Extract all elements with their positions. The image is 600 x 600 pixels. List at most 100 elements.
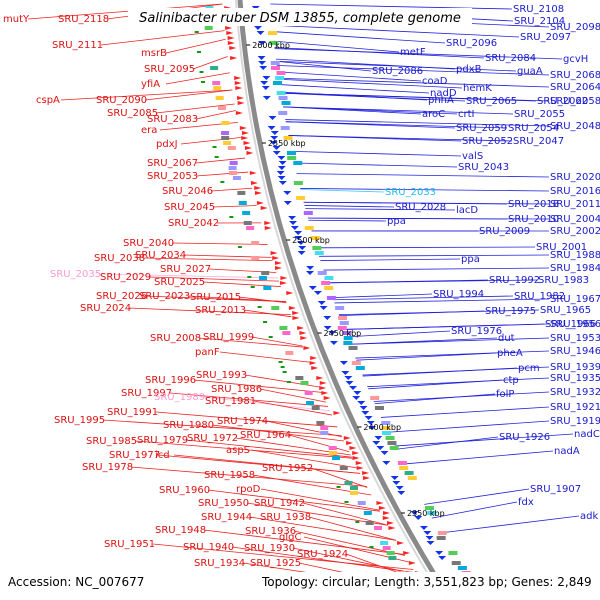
right-gene-label[interactable]: SRU_1907 xyxy=(530,484,581,495)
right-gene-label[interactable]: SRU_1919 xyxy=(550,416,600,427)
left-gene-label[interactable]: SRU_2085 xyxy=(107,108,158,119)
left-gene-label[interactable]: SRU_1936 xyxy=(245,526,296,537)
left-gene-label[interactable]: SRU_1958 xyxy=(204,470,255,481)
left-gene-label[interactable]: SRU_1960 xyxy=(159,485,210,496)
right-gene-label[interactable]: SRU_2097 xyxy=(520,32,571,43)
right-gene-label[interactable]: lacD xyxy=(456,205,478,216)
right-gene-label[interactable]: SRU_1984 xyxy=(550,263,600,274)
left-gene-label[interactable]: SRU_2008 xyxy=(150,333,201,344)
right-gene-label[interactable]: pheA xyxy=(497,348,523,359)
left-gene-label[interactable]: SRU_1977 xyxy=(109,450,160,461)
left-gene-label[interactable]: SRU_1999 xyxy=(203,332,254,343)
right-gene-label[interactable]: SRU_2009 xyxy=(479,226,530,237)
left-gene-label[interactable]: SRU_1951 xyxy=(104,539,155,550)
left-gene-label[interactable]: SRU_1996 xyxy=(145,375,196,386)
left-gene-label[interactable]: SRU_2038 xyxy=(94,253,145,264)
left-gene-label[interactable]: panF xyxy=(195,347,220,358)
left-gene-label[interactable]: pdxJ xyxy=(156,139,178,150)
right-gene-label[interactable]: SRU_2004 xyxy=(550,214,600,225)
left-gene-label[interactable]: SRU_1991 xyxy=(107,407,158,418)
left-gene-label[interactable]: SRU_1940 xyxy=(183,542,234,553)
right-gene-label[interactable]: SRU_2062 xyxy=(537,96,588,107)
right-gene-label[interactable]: SRU_1994 xyxy=(433,289,484,300)
left-gene-label[interactable]: SRU_1964 xyxy=(240,430,291,441)
left-gene-label[interactable]: SRU_2111 xyxy=(52,40,103,51)
right-gene-label[interactable]: SRU_2055 xyxy=(514,109,565,120)
left-gene-label[interactable]: SRU_2034 xyxy=(135,250,186,261)
right-gene-label[interactable]: SRU_1983 xyxy=(538,275,589,286)
right-gene-label[interactable]: SRU_2104 xyxy=(514,16,565,27)
right-gene-label[interactable]: SRU_1946 xyxy=(550,346,600,357)
right-gene-label[interactable]: SRU_2028 xyxy=(395,202,446,213)
left-gene-label[interactable]: SRU_1979 xyxy=(137,435,188,446)
left-gene-label[interactable]: SRU_1944 xyxy=(201,512,252,523)
right-gene-label[interactable]: ppa xyxy=(387,216,406,227)
left-gene-label[interactable]: SRU_2015 xyxy=(190,292,241,303)
left-gene-label[interactable]: SRU_2026 xyxy=(96,291,147,302)
left-gene-label[interactable]: SRU_1997 xyxy=(121,388,172,399)
right-gene-label[interactable]: SRU_2054 xyxy=(508,123,559,134)
right-gene-label[interactable]: SRU_1992 xyxy=(489,275,540,286)
right-gene-label[interactable]: SRU_2048 xyxy=(550,121,600,132)
right-gene-label[interactable]: SRU_2043 xyxy=(458,162,509,173)
left-gene-label[interactable]: SRU_1930 xyxy=(244,543,295,554)
right-gene-label[interactable]: SRU_2064 xyxy=(550,82,600,93)
left-gene-label[interactable]: SRU_1974 xyxy=(217,416,268,427)
left-gene-label[interactable]: SRU_1934 xyxy=(194,558,245,569)
right-gene-label[interactable]: SRU_1921 xyxy=(550,402,600,413)
right-gene-label[interactable]: SRU_2016 xyxy=(550,186,600,197)
left-gene-label[interactable]: SRU_2045 xyxy=(164,202,215,213)
right-gene-label[interactable]: pdxB xyxy=(456,64,482,75)
right-gene-label[interactable]: SRU_2108 xyxy=(513,4,564,15)
right-gene-label[interactable]: SRU_2052 xyxy=(462,136,513,147)
right-gene-label[interactable]: fdx xyxy=(518,497,534,508)
right-gene-label[interactable]: metF xyxy=(400,47,426,58)
right-gene-label[interactable]: SRU_2033 xyxy=(385,187,436,198)
left-gene-label[interactable]: glgC xyxy=(279,532,301,543)
right-gene-label[interactable]: hemK xyxy=(463,83,492,94)
right-gene-label[interactable]: SRU_2068 xyxy=(550,70,600,81)
right-gene-label[interactable]: SRU_1965 xyxy=(540,305,591,316)
right-gene-label[interactable]: SRU_2096 xyxy=(446,38,497,49)
left-gene-label[interactable]: SRU_1925 xyxy=(250,558,301,569)
right-gene-label[interactable]: SRU_1967 xyxy=(550,294,600,305)
left-gene-label[interactable]: SRU_1938 xyxy=(260,512,311,523)
right-gene-label[interactable]: SRU_1966 xyxy=(545,319,596,330)
right-gene-label[interactable]: SRU_2020 xyxy=(550,172,600,183)
left-gene-label[interactable]: SRU_2090 xyxy=(96,95,147,106)
right-gene-label[interactable]: SRU_2011 xyxy=(550,199,600,210)
right-gene-label[interactable]: nadC xyxy=(574,429,600,440)
left-gene-label[interactable]: aspS xyxy=(226,445,250,456)
left-gene-label[interactable]: SRU_2083 xyxy=(147,114,198,125)
left-gene-label[interactable]: SRU_2053 xyxy=(147,171,198,182)
right-gene-label[interactable]: SRU_1953 xyxy=(550,333,600,344)
right-gene-label[interactable]: SRU_1926 xyxy=(499,432,550,443)
right-gene-label[interactable]: guaA xyxy=(517,66,543,77)
left-gene-label[interactable]: SRU_1985 xyxy=(86,436,137,447)
right-gene-label[interactable]: valS xyxy=(462,151,483,162)
left-gene-label[interactable]: SRU_1993 xyxy=(196,370,247,381)
right-gene-label[interactable]: SRU_1976 xyxy=(451,326,502,337)
right-gene-label[interactable]: SRU_2002 xyxy=(550,226,600,237)
right-gene-label[interactable]: SRU_2098 xyxy=(550,22,600,33)
right-gene-label[interactable]: ppa xyxy=(461,254,480,265)
right-gene-label[interactable]: pcm xyxy=(518,363,540,374)
right-gene-label[interactable]: adk xyxy=(580,511,598,522)
left-gene-label[interactable]: SRU_2023 xyxy=(139,291,190,302)
right-gene-label[interactable]: dut xyxy=(498,333,515,344)
left-gene-label[interactable]: SRU_1995 xyxy=(54,415,105,426)
left-gene-label[interactable]: icd xyxy=(155,450,170,461)
left-gene-label[interactable]: SRU_2035 xyxy=(50,269,101,280)
right-gene-label[interactable]: nadA xyxy=(554,446,580,457)
right-gene-label[interactable]: SRU_1975 xyxy=(485,306,536,317)
right-gene-label[interactable]: SRU_1988 xyxy=(550,250,600,261)
right-gene-label[interactable]: SRU_2059 xyxy=(456,123,507,134)
left-gene-label[interactable]: SRU_1942 xyxy=(254,498,305,509)
left-gene-label[interactable]: SRU_2013 xyxy=(195,305,246,316)
right-gene-label[interactable]: aroC xyxy=(422,109,445,120)
right-gene-label[interactable]: SRU_2047 xyxy=(513,136,564,147)
right-gene-label[interactable]: ctp xyxy=(503,375,519,386)
right-gene-label[interactable]: SRU_2065 xyxy=(466,96,517,107)
right-gene-label[interactable]: nadD xyxy=(430,88,457,99)
right-gene-label[interactable]: SRU_2084 xyxy=(485,53,536,64)
